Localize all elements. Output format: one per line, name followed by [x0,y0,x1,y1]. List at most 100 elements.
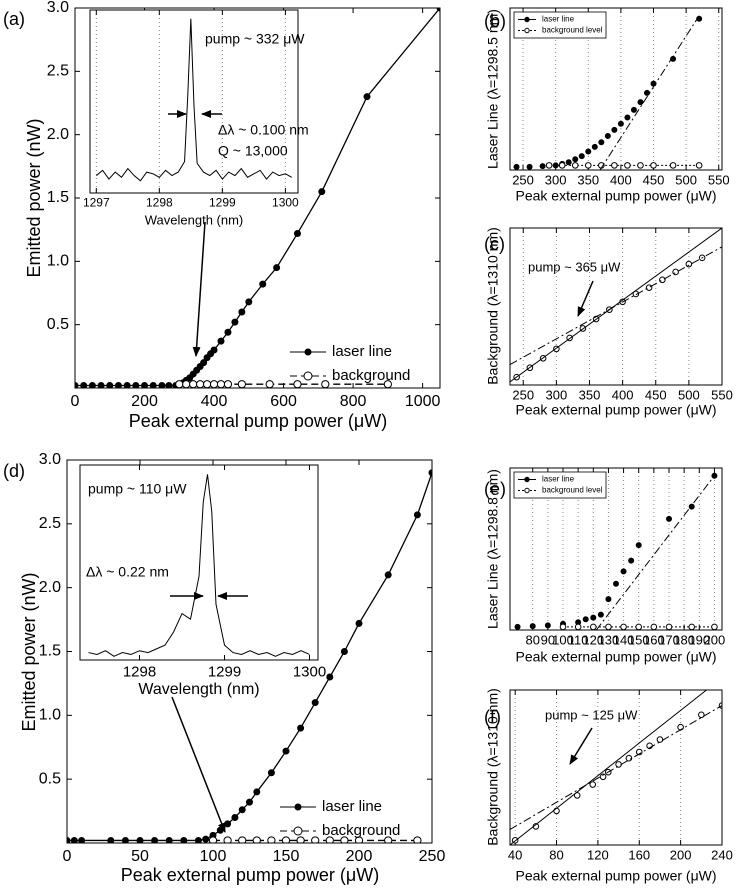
data-point [209,380,219,388]
data-point [574,623,582,630]
data-point [666,515,672,522]
data-point [238,806,246,814]
data-point [340,836,349,843]
series-line [88,474,310,657]
panel: 40 80 120 160 200 240 Peak external pump power… [484,688,733,884]
x-axis-label: Wavelength (nm) [138,681,259,698]
plot-frame [74,7,441,389]
series-line [510,690,707,845]
plot-frame [89,9,299,194]
x-tick-label: 150 [628,632,650,647]
x-tick-label: 240 [711,847,733,862]
data-point [80,381,88,388]
data-point [238,308,246,316]
panel-label: (d) [3,461,25,481]
y-tick-label: 2.0 [47,126,69,143]
data-point [589,623,597,630]
annotation: pump ~ 332 μW [205,31,305,47]
x-tick-label: 120 [587,847,609,862]
data-point [545,162,553,169]
data-point [659,276,666,284]
x-axis-label: Peak external pump power (μW) [121,865,379,885]
x-tick-label: 200 [704,632,726,647]
legend-marker [303,371,313,381]
x-tick-label: 170 [658,632,680,647]
plot-area [80,465,318,660]
data-point [620,568,627,575]
data-point [245,298,253,306]
x-tick-label: 300 [546,387,568,402]
data-point [165,381,173,388]
x-tick-label: 1300 [272,195,299,209]
data-point [384,571,392,579]
x-tick-label: 130 [598,632,620,647]
data-point [605,623,612,630]
data-point [200,359,208,367]
plot-frame [79,464,319,661]
data-point [384,836,393,843]
y-tick-label: 0.5 [47,316,69,333]
data-point [656,736,664,743]
y-axis-label: Emitted power (nW) [24,118,44,277]
data-point [413,836,422,843]
x-tick-label: 40 [508,847,522,862]
data-point [311,836,320,843]
x-tick-label: 110 [568,632,589,647]
data-point [151,836,159,843]
legend: laser line background level [513,471,607,499]
data-point [75,381,79,388]
data-point [665,623,673,630]
data-point [582,616,589,623]
data-point [296,836,305,843]
x-tick-label: 400 [612,387,634,402]
x-tick-label: 450 [645,387,667,402]
data-point [318,188,326,196]
data-point [325,836,334,843]
data-point [326,673,334,681]
series-group [510,228,722,383]
x-axis-label: Peak external pump power (μW) [515,402,716,418]
data-point [688,503,695,510]
data-point [114,381,122,388]
data-point [597,611,604,618]
x-tick-label: 1298 [146,195,173,209]
data-point [650,162,657,169]
x-tick-label: 1000 [405,393,441,410]
data-point [605,596,612,603]
legend-box [513,11,607,39]
x-tick-label: 250 [512,387,534,402]
data-point [625,754,633,762]
data-point [559,623,567,630]
x-tick-label: 0 [63,848,72,865]
x-tick-label: 400 [201,393,228,410]
data-point [293,229,301,237]
data-point [238,836,247,843]
data-point [202,835,210,843]
x-tick-label: 120 [582,632,604,647]
data-point [571,162,579,169]
x-axis-label: Peak external pump power (μW) [515,868,716,884]
legend-marker [524,16,530,23]
panel-label: (e) [484,479,506,499]
x-tick-label: 350 [577,172,599,187]
data-point [231,318,239,326]
series-line [510,228,722,383]
y-tick-label: 2.5 [47,63,69,80]
data-point [107,836,115,843]
data-point [246,798,253,806]
data-point [590,614,597,621]
x-tick-label: 150 [273,848,300,865]
series-line [595,475,715,630]
data-point [428,469,432,477]
arrow [577,280,594,317]
x-tick-label: 1299 [209,195,236,209]
y-tick-label: 3.0 [47,0,69,16]
panel-label: (f) [484,707,501,727]
legend-marker [304,348,312,356]
data-point [630,106,637,113]
data-point [321,380,330,388]
y-tick-label: 0.5 [39,770,61,787]
data-point [599,773,607,781]
